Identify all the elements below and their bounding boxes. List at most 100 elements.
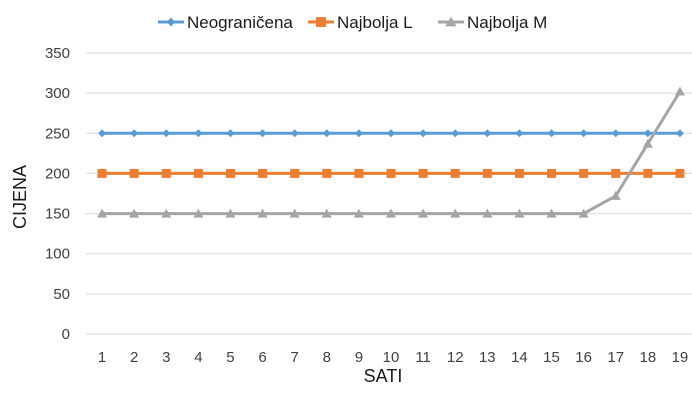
series-2-point-1 [97, 168, 107, 178]
legend-marker-3 [445, 16, 457, 27]
series-2-point-3 [161, 168, 171, 178]
legend-item-3: Najbolja M [438, 13, 547, 32]
series-1-point-11 [419, 129, 428, 138]
series-2-point-4 [193, 168, 203, 178]
series-3-point-11 [418, 208, 429, 218]
series-1-point-14 [515, 129, 524, 138]
y-tick-label-250: 250 [45, 125, 70, 142]
series-2-point-13 [482, 168, 492, 178]
series-1-point-6 [258, 129, 267, 138]
series-1-point-8 [322, 129, 331, 138]
series-3-point-7 [289, 208, 300, 218]
series-group [97, 86, 685, 218]
x-tick-label-16: 16 [575, 349, 592, 366]
x-tick-label-5: 5 [226, 349, 234, 366]
series-1-point-5 [226, 129, 235, 138]
series-1-point-18 [643, 129, 652, 138]
x-tick-label-4: 4 [194, 349, 202, 366]
series-3-point-6 [257, 208, 268, 218]
x-tick-label-1: 1 [98, 349, 106, 366]
series-3-line [102, 90, 682, 216]
series-3-point-1 [97, 208, 108, 218]
series-2-point-12 [450, 168, 460, 178]
series-2-point-15 [547, 168, 557, 178]
y-tick-label-200: 200 [45, 165, 70, 182]
series-2-point-11 [418, 168, 428, 178]
series-1-point-12 [451, 129, 460, 138]
legend-label-3: Najbolja M [467, 13, 547, 32]
legend-marker-2 [316, 17, 326, 27]
y-tick-label-50: 50 [53, 286, 70, 303]
series-2-point-10 [386, 168, 396, 178]
series-1-point-16 [579, 129, 588, 138]
series-3-point-3 [161, 208, 172, 218]
series-2-point-19 [675, 168, 685, 178]
series-2-point-18 [643, 168, 653, 178]
y-tick-label-300: 300 [45, 85, 70, 102]
series-1-point-13 [483, 129, 492, 138]
series-3 [97, 86, 685, 218]
x-tick-label-3: 3 [162, 349, 170, 366]
legend-marker-1 [166, 17, 176, 27]
x-tick-label-8: 8 [323, 349, 331, 366]
x-tick-label-6: 6 [258, 349, 266, 366]
legend-item-2: Najbolja L [308, 13, 413, 32]
legend: Neograničena Najbolja L Najbolja M [158, 13, 547, 32]
series-3-point-9 [353, 208, 364, 218]
x-tick-label-10: 10 [383, 349, 400, 366]
series-3-point-4 [193, 208, 204, 218]
series-2-point-7 [290, 168, 300, 178]
x-tick-label-7: 7 [291, 349, 299, 366]
series-3-point-19 [674, 86, 685, 96]
x-tick-label-18: 18 [639, 349, 656, 366]
x-tick-label-19: 19 [672, 349, 689, 366]
y-tick-label-100: 100 [45, 246, 70, 263]
y-axis-ticks: 0 50 100 150 200 250 300 350 [45, 45, 70, 343]
series-1 [98, 129, 684, 138]
series-3-point-16 [578, 208, 589, 218]
series-3-point-12 [450, 208, 461, 218]
series-3-point-2 [129, 208, 140, 218]
x-tick-label-13: 13 [479, 349, 496, 366]
series-2-point-5 [225, 168, 235, 178]
y-axis-title: CIJENA [10, 165, 30, 229]
x-tick-label-14: 14 [511, 349, 528, 366]
series-2-point-2 [129, 168, 139, 178]
series-1-point-7 [290, 129, 299, 138]
series-3-point-5 [225, 208, 236, 218]
series-3-point-15 [546, 208, 557, 218]
series-1-point-10 [387, 129, 395, 138]
series-1-point-9 [354, 129, 363, 138]
gridlines [86, 52, 692, 335]
y-tick-label-0: 0 [62, 326, 70, 343]
series-2-point-6 [258, 168, 268, 178]
series-1-point-19 [675, 129, 684, 138]
series-3-point-18 [642, 138, 653, 148]
x-tick-label-17: 17 [607, 349, 624, 366]
series-1-point-17 [611, 129, 620, 138]
series-1-point-1 [98, 129, 107, 138]
legend-item-1: Neograničena [158, 13, 293, 32]
legend-label-2: Najbolja L [337, 13, 413, 32]
y-tick-label-350: 350 [45, 45, 70, 62]
y-tick-label-150: 150 [45, 206, 70, 223]
series-2-point-17 [611, 168, 621, 178]
series-1-point-15 [547, 129, 556, 138]
series-2 [97, 168, 685, 178]
x-tick-label-9: 9 [355, 349, 363, 366]
series-2-point-8 [322, 168, 332, 178]
series-3-point-17 [610, 190, 621, 200]
series-2-point-14 [514, 168, 524, 178]
series-3-point-13 [482, 208, 493, 218]
series-2-point-9 [354, 168, 364, 178]
x-tick-label-11: 11 [415, 349, 431, 366]
series-3-point-10 [386, 208, 396, 218]
series-1-point-4 [194, 129, 203, 138]
x-axis-title: SATI [364, 366, 403, 386]
x-axis-ticks: 1 2 3 4 5 6 7 8 9 10 11 12 13 14 15 16 17 18 19 [98, 349, 688, 366]
x-tick-label-12: 12 [447, 349, 464, 366]
series-2-point-16 [579, 168, 589, 178]
series-1-point-2 [130, 129, 139, 138]
x-tick-label-2: 2 [130, 349, 138, 366]
